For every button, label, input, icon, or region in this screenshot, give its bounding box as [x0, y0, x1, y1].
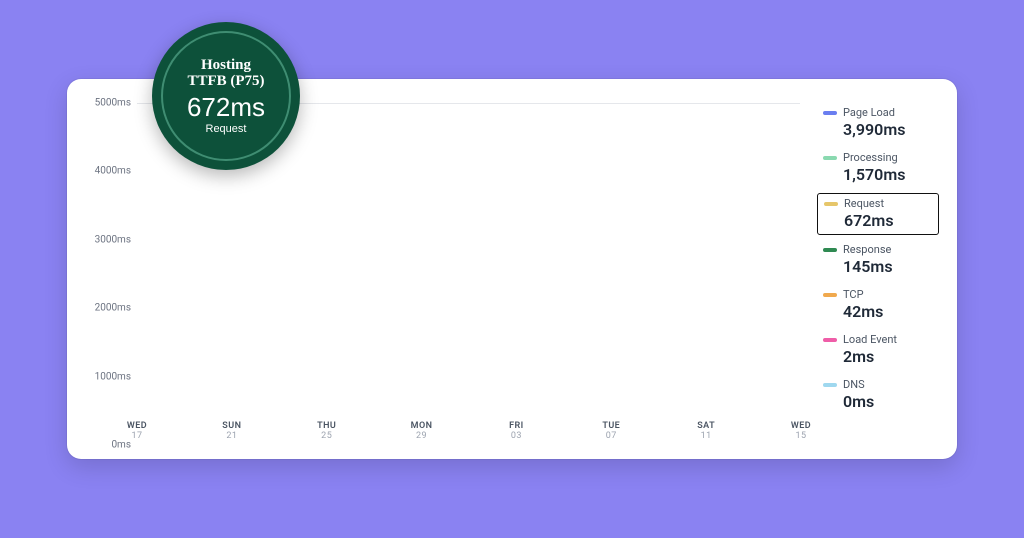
badge-caption: Request: [206, 123, 247, 135]
legend-swatch: [823, 338, 837, 342]
legend-label: Response: [843, 243, 891, 256]
y-tick: 1000ms: [95, 371, 131, 382]
x-tick: THU25: [317, 421, 336, 442]
legend-label: Processing: [843, 151, 898, 164]
legend-swatch: [823, 111, 837, 115]
y-tick: 3000ms: [95, 234, 131, 245]
x-tick: SUN21: [222, 421, 241, 442]
legend-swatch: [823, 293, 837, 297]
legend-value: 2ms: [843, 347, 933, 366]
legend-swatch: [824, 202, 838, 206]
legend-item-page_load[interactable]: Page Load3,990ms: [817, 103, 939, 143]
badge-value: 672ms: [187, 92, 265, 123]
x-axis: WED17SUN21THU25MON29FRI03TUE07SAT11WED15: [137, 417, 801, 445]
legend-item-dns[interactable]: DNS0ms: [817, 375, 939, 415]
x-tick: FRI03: [509, 421, 524, 442]
x-tick: WED17: [127, 421, 147, 442]
x-tick: SAT11: [697, 421, 715, 442]
legend-value: 1,570ms: [843, 165, 933, 184]
legend-swatch: [823, 156, 837, 160]
legend-label: DNS: [843, 378, 865, 391]
legend-item-request[interactable]: Request672ms: [817, 193, 939, 235]
legend-swatch: [823, 383, 837, 387]
legend-item-processing[interactable]: Processing1,570ms: [817, 148, 939, 188]
y-tick: 5000ms: [95, 98, 131, 109]
legend-value: 0ms: [843, 392, 933, 411]
y-axis: 0ms1000ms2000ms3000ms4000ms5000ms: [79, 103, 137, 445]
metric-badge: Hosting TTFB (P75) 672ms Request: [152, 22, 300, 170]
legend-swatch: [823, 248, 837, 252]
y-tick: 2000ms: [95, 303, 131, 314]
legend-value: 42ms: [843, 302, 933, 321]
legend-label: Page Load: [843, 106, 895, 119]
x-tick: MON29: [411, 421, 433, 442]
badge-line2: TTFB (P75): [187, 73, 264, 90]
legend: Page Load3,990ms Processing1,570ms Request…: [801, 103, 939, 445]
legend-label: Request: [844, 197, 884, 210]
y-tick: 4000ms: [95, 166, 131, 177]
legend-label: Load Event: [843, 333, 897, 346]
legend-item-load_event[interactable]: Load Event2ms: [817, 330, 939, 370]
x-tick: WED15: [791, 421, 811, 442]
x-tick: TUE07: [602, 421, 620, 442]
legend-value: 672ms: [844, 211, 932, 230]
legend-item-tcp[interactable]: TCP42ms: [817, 285, 939, 325]
legend-value: 3,990ms: [843, 120, 933, 139]
badge-line1: Hosting: [201, 57, 251, 74]
